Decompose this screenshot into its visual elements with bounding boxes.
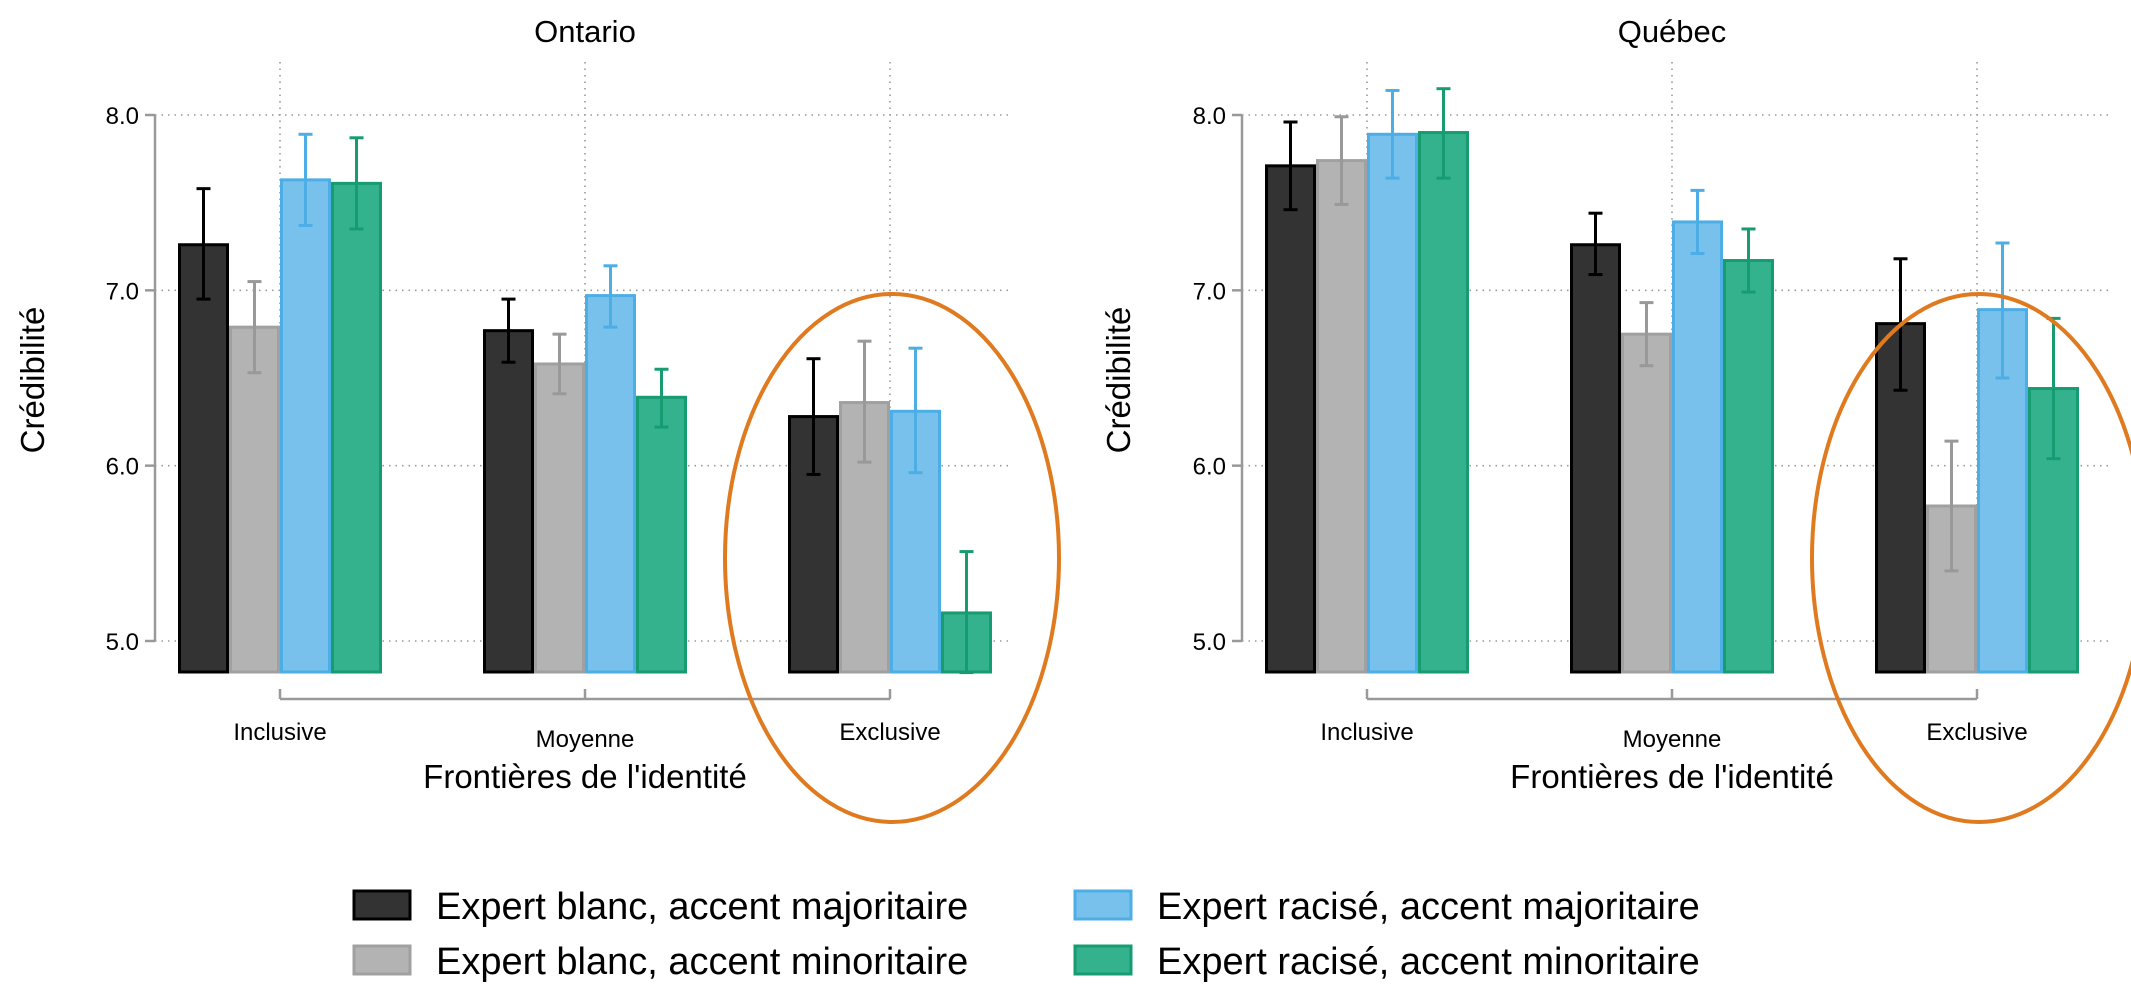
- bar: [1672, 220, 1723, 674]
- legend-item: Expert racisé, accent majoritaire: [1073, 886, 1700, 928]
- x-axis-title: Frontières de l'identité: [423, 758, 747, 795]
- bar: [483, 329, 534, 674]
- legend-item: Expert blanc, accent minoritaire: [352, 941, 968, 983]
- bar: [1621, 332, 1672, 674]
- bar: [1367, 132, 1418, 674]
- y-tick-label: 6.0: [106, 454, 139, 481]
- x-tick-label: Moyenne: [1623, 726, 1722, 753]
- chart-panel-quebec: Québec 5.0 6.0 7.0 8.0 Inclusive Moyenne Exclus…: [1100, 14, 2131, 824]
- x-tick-label: Inclusive: [1320, 719, 1413, 746]
- bar: [1723, 259, 1774, 674]
- legend-item: Expert blanc, accent majoritaire: [352, 886, 968, 928]
- bar: [331, 181, 382, 674]
- x-tick-label: Moyenne: [536, 726, 635, 753]
- y-tick-label: 5.0: [1193, 629, 1226, 656]
- bar: [534, 362, 585, 674]
- legend-swatch: [1073, 889, 1133, 921]
- bar: [585, 294, 636, 674]
- bar: [1265, 164, 1316, 674]
- legend-swatch: [1073, 944, 1133, 976]
- y-axis-title: Crédibilité: [1100, 307, 1137, 454]
- bar: [1316, 159, 1367, 674]
- y-tick-label: 6.0: [1193, 454, 1226, 481]
- y-tick-label: 7.0: [106, 278, 139, 305]
- x-tick-label: Exclusive: [839, 719, 940, 746]
- y-tick-label: 7.0: [1193, 278, 1226, 305]
- chart-panel-ontario: Ontario 5.0 6.0 7.0 8.0 Inclusive Moyenne Exclu…: [14, 14, 1061, 824]
- legend-label: Expert blanc, accent majoritaire: [436, 886, 968, 928]
- chart-title: Ontario: [534, 14, 636, 49]
- chart-title: Québec: [1618, 14, 1727, 49]
- chart-panels: Ontario 5.0 6.0 7.0 8.0 Inclusive Moyenne Exclu…: [14, 14, 2131, 824]
- y-tick-label: 5.0: [106, 629, 139, 656]
- legend-swatch: [352, 889, 412, 921]
- highlight-ellipse: [723, 292, 1061, 824]
- y-tick-label: 8.0: [106, 103, 139, 130]
- bar: [636, 395, 687, 674]
- x-axis-title: Frontières de l'identité: [1510, 758, 1834, 795]
- highlight-ellipse: [1810, 292, 2131, 824]
- legend-swatch: [352, 944, 412, 976]
- legend-item: Expert racisé, accent minoritaire: [1073, 941, 1700, 983]
- legend-label: Expert blanc, accent minoritaire: [436, 941, 968, 983]
- legend-label: Expert racisé, accent minoritaire: [1157, 941, 1700, 983]
- y-tick-label: 8.0: [1193, 103, 1226, 130]
- legend-label: Expert racisé, accent majoritaire: [1157, 886, 1700, 928]
- x-tick-label: Inclusive: [233, 719, 326, 746]
- bar: [229, 325, 280, 674]
- bar: [280, 178, 331, 674]
- y-axis-title: Crédibilité: [14, 307, 51, 454]
- bar: [1570, 243, 1621, 674]
- bar: [1418, 131, 1469, 674]
- x-tick-label: Exclusive: [1926, 719, 2027, 746]
- bar: [178, 243, 229, 674]
- legend: Expert blanc, accent majoritaire Expert b…: [352, 886, 1700, 983]
